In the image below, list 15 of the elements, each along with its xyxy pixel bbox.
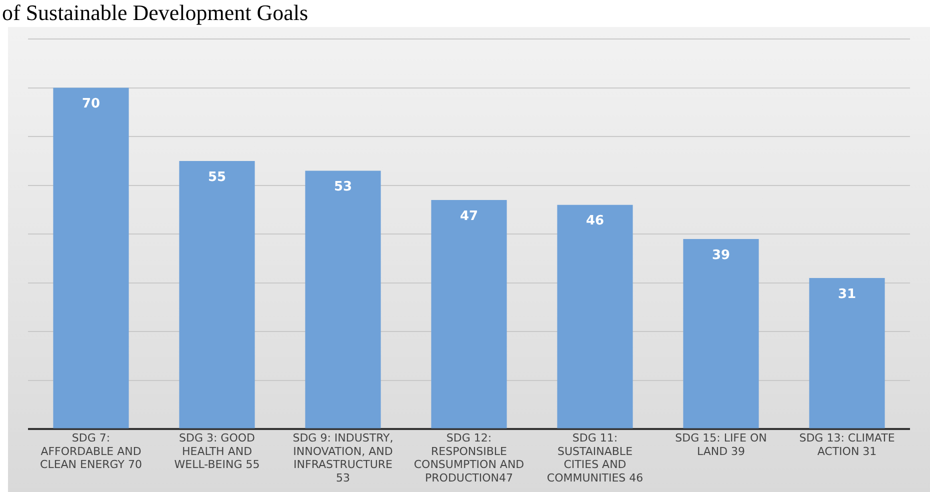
chart-title: of Sustainable Development Goals [2, 0, 308, 26]
data-label: 47 [460, 208, 478, 224]
x-tick-label: SDG 3: GOOD HEALTH AND WELL-BEING 55 [174, 432, 260, 472]
data-label: 39 [712, 248, 730, 263]
data-label: 31 [838, 286, 856, 302]
x-tick-label: SDG 12: RESPONSIBLE CONSUMPTION AND PRODUCTION47 [414, 432, 524, 484]
data-label: 55 [208, 170, 226, 185]
x-tick-label: SDG 15: LIFE ON LAND 39 [675, 432, 767, 458]
x-tick-label: SDG 9: INDUSTRY, INNOVATION, AND INFRASTRUCTURE 53 [292, 432, 394, 484]
data-label: 53 [334, 180, 352, 195]
x-tick-label: SDG 13: CLIMATE ACTION 31 [799, 432, 895, 458]
data-label: 46 [586, 214, 604, 229]
x-tick-label: SDG 11: SUSTAINABLE CITIES AND COMMUNITIES 46 [546, 432, 644, 484]
x-tick-label: SDG 7: AFFORDABLE AND CLEAN ENERGY 70 [40, 432, 142, 472]
data-label: 70 [82, 96, 100, 112]
